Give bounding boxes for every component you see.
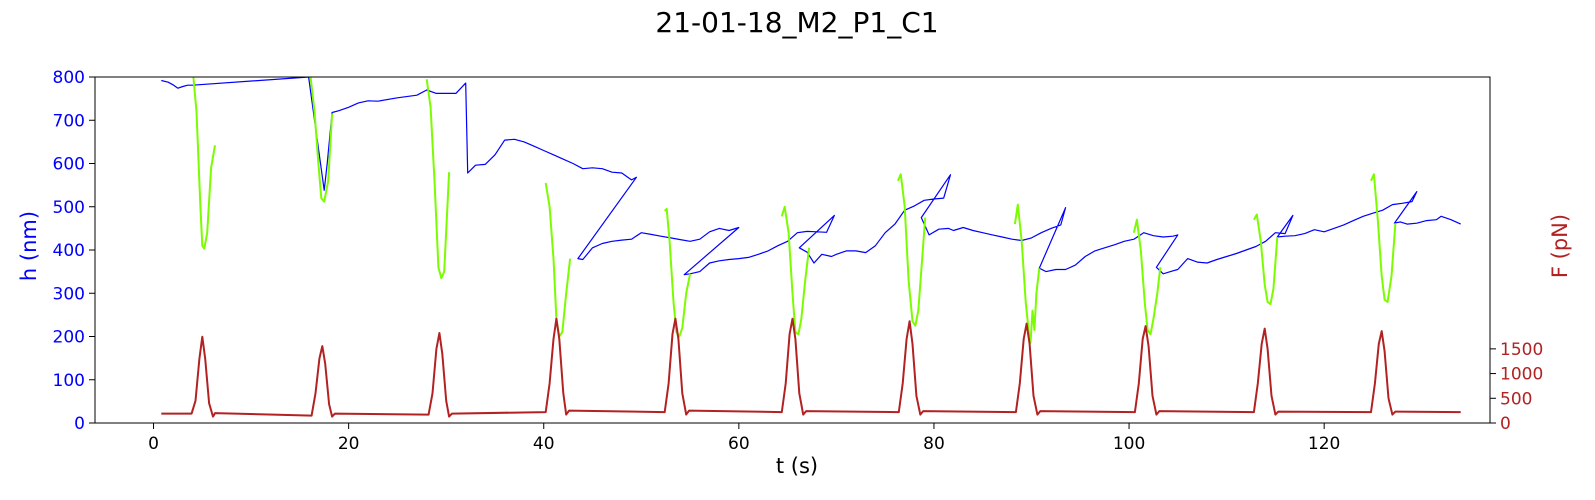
y-left-tick-label: 100: [53, 371, 85, 391]
height-series-line: [161, 77, 1461, 276]
axis-layer: 0 20 40 60 80 100 120 0 100 200 300 400 500 600 700 800…: [53, 68, 1544, 454]
x-tick-label: 60: [728, 434, 750, 454]
y-right-tick-label: 1500: [1500, 340, 1543, 360]
y-left-tick-label: 700: [53, 111, 85, 131]
x-tick-label: 40: [533, 434, 555, 454]
compression-segment-line: [780, 205, 811, 336]
y-axis-right-title: F (pN): [1548, 214, 1572, 278]
y-axis-left-title: h (nm): [17, 211, 41, 281]
y-left-tick-label: 800: [53, 68, 85, 88]
y-right-tick-label: 500: [1500, 389, 1532, 409]
compression-segment-line: [309, 77, 334, 203]
compression-segment-line: [1253, 213, 1279, 306]
compression-segment-line: [192, 77, 216, 250]
plot-frame: [94, 76, 1491, 424]
x-tick-label: 100: [1113, 434, 1145, 454]
y-right-tick-label: 1000: [1500, 365, 1543, 385]
x-tick-label: 0: [148, 434, 159, 454]
force-series-line: [161, 317, 1461, 418]
y-left-tick-label: 0: [74, 414, 85, 434]
x-tick-label: 20: [338, 434, 360, 454]
compression-segment-line: [1370, 173, 1397, 303]
y-left-tick-label: 400: [53, 241, 85, 261]
x-tick-label: 80: [923, 434, 945, 454]
compression-segment-line: [1013, 203, 1041, 344]
compression-segment-line: [896, 173, 927, 327]
y-right-tick-label: 0: [1500, 414, 1511, 434]
compression-segment-line: [1132, 218, 1162, 336]
compression-segment-line: [425, 79, 451, 280]
y-left-tick-label: 200: [53, 328, 85, 348]
y-left-tick-label: 300: [53, 284, 85, 304]
y-left-tick-label: 600: [53, 155, 85, 175]
chart-title: 21-01-18_M2_P1_C1: [655, 6, 938, 39]
compression-segment-line: [544, 182, 572, 338]
x-axis-title: t (s): [776, 454, 818, 478]
x-tick-label: 120: [1308, 434, 1340, 454]
y-left-tick-label: 500: [53, 198, 85, 218]
series-layer: [161, 77, 1461, 418]
